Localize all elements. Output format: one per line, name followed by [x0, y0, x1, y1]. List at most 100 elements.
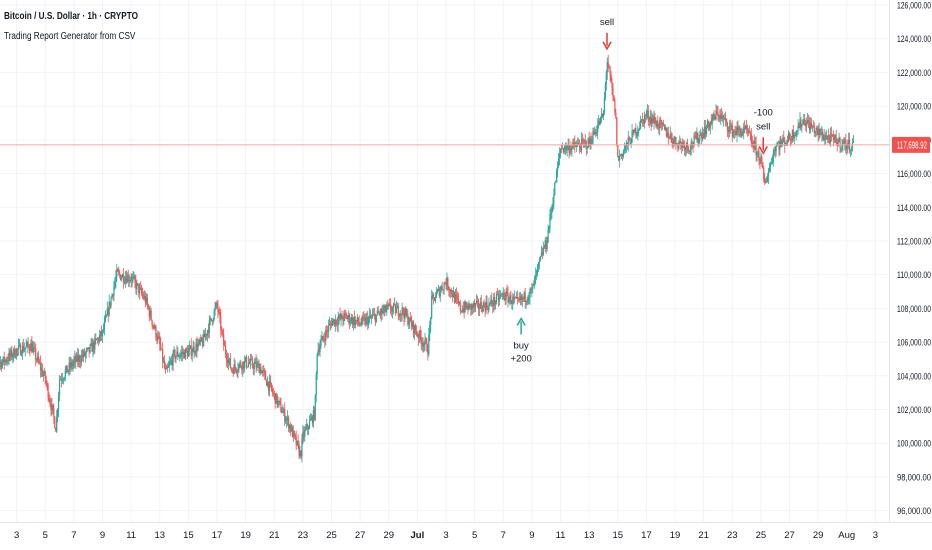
candle-body: [242, 361, 244, 370]
candle-body: [737, 127, 739, 130]
candle-body: [510, 295, 512, 304]
candle-body: [633, 130, 635, 133]
candle-body: [787, 133, 790, 142]
candle-body: [3, 356, 5, 363]
candle-body: [802, 119, 804, 125]
candle-body: [789, 139, 792, 141]
candle-body: [128, 280, 130, 282]
candle-body: [294, 434, 296, 437]
candle-body: [415, 331, 418, 335]
candle-body: [243, 361, 245, 369]
candle-body: [121, 274, 124, 278]
candle-body: [249, 359, 251, 364]
candle-body: [333, 319, 335, 326]
candle-body: [383, 305, 385, 311]
candle-body: [792, 130, 794, 139]
candle-body: [752, 144, 754, 149]
candle-body: [154, 326, 156, 329]
candle-body: [785, 142, 787, 146]
candle-body: [839, 137, 841, 148]
candle-body: [701, 133, 703, 139]
candle-body: [627, 137, 629, 146]
time-tick-label: 3: [14, 530, 19, 541]
candle-body: [169, 361, 171, 364]
candle-body: [345, 313, 347, 315]
candle-body: [185, 348, 188, 351]
candle-body: [410, 317, 412, 322]
candle-body: [799, 119, 801, 129]
candle-body: [84, 353, 86, 356]
candle-body: [482, 303, 484, 312]
price-axis[interactable]: 96,000.00 98,000.00 100,000.00 102,000.00 10…: [889, 0, 932, 522]
candle-body: [561, 148, 564, 150]
candle-body: [834, 134, 836, 137]
candle-body: [261, 370, 263, 374]
candle-body: [495, 293, 498, 302]
candle-body: [397, 306, 399, 317]
candle-body: [413, 325, 416, 334]
candle-body: [422, 343, 424, 347]
candle-body: [575, 146, 577, 148]
candle-body: [426, 341, 428, 352]
indicator-title[interactable]: Trading Report Generator from CSV: [4, 31, 136, 42]
sell-marker[interactable]: -100 sell: [754, 107, 773, 155]
candle-body: [684, 147, 687, 151]
sell-marker[interactable]: sell: [600, 17, 614, 51]
candle-body: [307, 424, 309, 429]
time-tick-label: 17: [641, 530, 652, 541]
candle-body: [740, 131, 742, 137]
candle-body: [798, 125, 800, 129]
candle-body: [53, 408, 55, 418]
candle-body: [323, 338, 325, 340]
candle-body: [613, 95, 615, 100]
candle-body: [337, 318, 339, 326]
candle-body: [514, 297, 516, 299]
candle-body: [349, 314, 351, 323]
candle-body: [361, 316, 363, 324]
candle-body: [50, 404, 52, 411]
candle-body: [741, 132, 743, 137]
candle-body: [141, 288, 143, 294]
candle-body: [679, 141, 681, 143]
symbol-title[interactable]: Bitcoin / U.S. Dollar · 1h · CRYPTO: [4, 11, 138, 22]
candle-body: [374, 314, 376, 322]
candle-body: [690, 141, 692, 150]
candle-body: [483, 303, 485, 306]
candle-body: [821, 132, 823, 135]
candle-body: [331, 321, 334, 326]
time-tick-label: 21: [698, 530, 709, 541]
candle-body: [836, 142, 838, 147]
candle-body: [37, 356, 40, 363]
candle-body: [342, 319, 344, 321]
candle-body: [104, 317, 106, 322]
candle-body: [566, 146, 568, 151]
candle-body: [152, 325, 154, 327]
candle-body: [98, 338, 100, 342]
candle-body: [524, 292, 526, 303]
candle-body: [717, 111, 719, 117]
time-tick-label: 9: [100, 530, 105, 541]
candle-body: [81, 355, 84, 357]
candle-body: [609, 67, 611, 75]
last-price-label: 117,698.92: [897, 140, 927, 151]
candle-body: [113, 286, 115, 296]
candle-body: [92, 342, 94, 352]
candle-body: [421, 343, 423, 344]
candle-body: [48, 397, 50, 401]
candle-body: [6, 360, 8, 362]
time-axis[interactable]: 3 5 7 9 11 13 15 17 19 21 23 25 27 29 Jul 3 5 7 9 11 13 15 17 1…: [0, 522, 932, 542]
candle-body: [149, 310, 151, 317]
candle-body: [65, 365, 67, 371]
candle-body: [537, 262, 540, 267]
time-tick-label: 7: [501, 530, 506, 541]
candle-body: [452, 294, 454, 298]
candle-body: [674, 137, 676, 141]
buy-marker[interactable]: buy +200: [510, 316, 532, 364]
candle-body: [202, 340, 204, 346]
candle-body: [328, 325, 330, 332]
time-tick-label: 29: [383, 530, 394, 541]
candle-body: [319, 346, 321, 353]
candle-body: [206, 330, 209, 336]
